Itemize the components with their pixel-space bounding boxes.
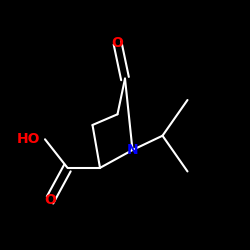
Text: N: N [127,143,138,157]
Text: HO: HO [16,132,40,146]
Text: O: O [112,36,124,50]
Text: O: O [44,193,56,207]
